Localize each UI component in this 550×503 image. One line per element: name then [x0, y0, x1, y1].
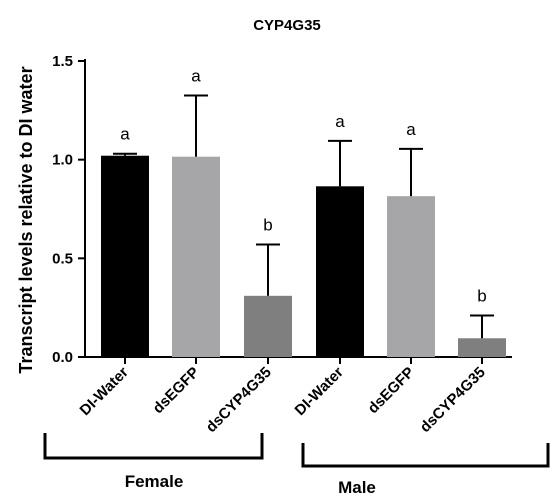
significance-label: a — [120, 125, 130, 144]
category-labels: DI-Water dsEGFP dsCYP4G35 DI-Water dsEGFPdsC… — [77, 357, 489, 436]
category-label: DI-Water — [292, 364, 347, 419]
category-label: DI-Water — [77, 364, 132, 419]
significance-label: a — [406, 120, 416, 139]
y-tick-label: 1.0 — [52, 152, 73, 169]
significance-label: a — [335, 112, 345, 131]
error-bars — [113, 94, 494, 339]
y-tick-label: 0.5 — [52, 250, 73, 267]
significance-label: b — [263, 216, 272, 235]
bar — [172, 156, 220, 357]
significance-label: a — [191, 67, 201, 86]
axes — [84, 59, 512, 358]
y-axis-label: Transcript levels relative to DI water — [16, 66, 36, 373]
significance-labels: a a b a a b — [120, 67, 486, 306]
group-label: Male — [338, 478, 376, 497]
category-label: dsEGFP — [150, 364, 203, 417]
group-label: Female — [125, 472, 184, 491]
bar — [316, 186, 364, 357]
y-tick-label: 1.5 — [52, 53, 73, 70]
y-ticks: 0.0 0.5 1.0 1.5 — [52, 53, 85, 366]
y-tick-label: 0.0 — [52, 349, 73, 366]
category-label: dsCYP4G35 — [417, 364, 489, 436]
chart-title: CYP4G35 — [253, 17, 321, 34]
category-label: dsEGFP — [365, 364, 418, 417]
group-brackets: Female Male — [43, 433, 550, 497]
significance-label: b — [477, 287, 486, 306]
bar — [101, 155, 149, 357]
bar — [387, 196, 435, 357]
category-label: dsCYP4G35 — [203, 364, 275, 436]
group-bracket — [301, 443, 550, 468]
group-bracket — [43, 433, 264, 460]
bar — [458, 338, 506, 357]
bar — [244, 295, 292, 357]
bars — [101, 155, 506, 357]
